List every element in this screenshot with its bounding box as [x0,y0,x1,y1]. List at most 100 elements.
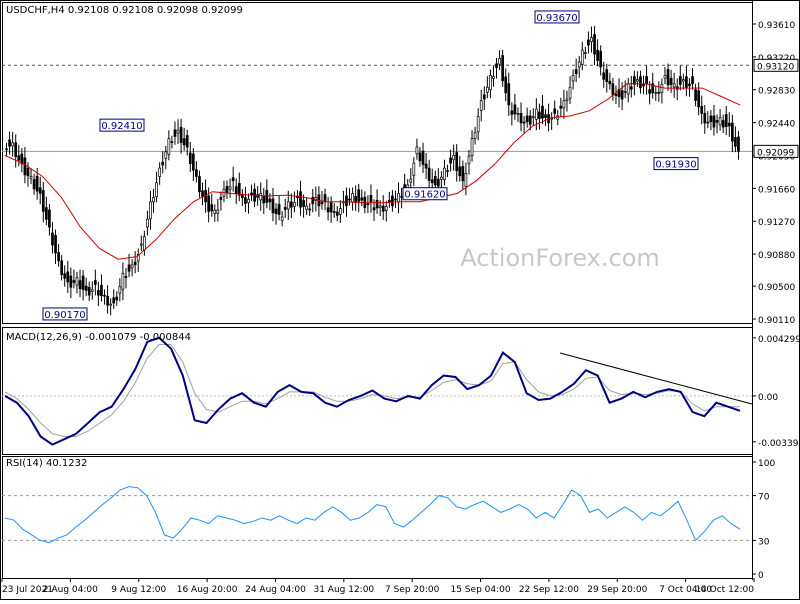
candle [461,160,465,190]
candle-body [32,179,36,190]
time-tick-label: 29 Sep 20:00 [587,585,647,595]
candle-body [602,72,606,80]
candle [54,229,57,264]
candle [130,259,134,277]
candle-body [553,108,557,114]
candle [262,187,266,214]
candle-body [718,117,722,126]
candle-body [685,76,688,89]
candle-body [14,142,18,157]
rsi-tick-label: 0 [758,571,764,581]
price-tick-label: 0.91270 [758,218,795,228]
candle-body [17,155,21,161]
candle-body [372,207,376,211]
candle [476,108,480,141]
candle-body [387,199,391,203]
candle [293,191,296,213]
candle-body [286,201,290,210]
candle [198,170,201,198]
candle-body [283,206,287,210]
time-tick-label: 24 Aug 04:00 [245,585,306,595]
candle [164,145,168,170]
candle-body [482,94,486,100]
candle-body [727,122,731,127]
candle [357,183,361,213]
candle [730,114,734,153]
candle [225,180,229,200]
candle-body [737,136,740,152]
candle [675,78,679,101]
candle-body [41,190,45,212]
candle [78,269,82,298]
candle [391,190,394,212]
candle [629,75,633,98]
candle [553,100,557,120]
candle-body [299,191,302,208]
candle-body [562,100,566,109]
candle [121,262,125,301]
resistance-price-label-text: 0.93120 [757,62,794,72]
candle [440,171,443,191]
candle-body [219,196,223,200]
annotation-box [653,157,699,171]
candle [642,75,645,95]
candle [136,248,140,272]
candle [568,76,572,105]
candle [283,198,287,218]
candle-body [366,203,370,206]
candle [332,203,336,218]
candle-body [158,167,162,177]
candle [381,195,385,220]
time-tick-label: 22 Sep 12:00 [519,585,579,595]
candle-body [424,163,428,169]
price-tick-label: 0.91660 [758,185,795,195]
candle [152,188,155,213]
candle [541,95,544,125]
candle [112,289,116,309]
candle-body [479,100,483,111]
candle-body [550,117,554,120]
candle-body [730,122,734,142]
candle [191,148,195,182]
candle [479,89,483,122]
candle [666,63,670,91]
macd-trendline [559,352,753,405]
rsi-line [4,486,741,544]
candle [216,199,220,222]
candle-body [691,76,694,85]
rsi-tick-label: 30 [758,537,770,547]
candle-body [5,148,8,151]
candle [195,161,198,183]
candle-body [700,106,704,114]
candle [691,68,694,90]
candle-body [106,295,109,306]
candle [219,191,223,211]
candle [587,31,590,54]
candle-body [54,235,57,254]
candle [605,63,609,93]
candle [424,153,428,180]
macd-tick-label: -0.003396 [758,439,800,449]
macd-panel: 0.004299 0.00 -0.003396 [2,335,800,449]
candle-body [452,155,456,161]
price-tick-label: 0.90110 [758,316,795,326]
candle [213,204,217,222]
candle-body [20,153,24,165]
candle [81,270,85,301]
candle-body [583,52,587,55]
candle-body [302,200,305,207]
candle-body [476,116,480,133]
candle [44,196,48,226]
current-price-label-box [753,144,799,158]
candle-body [271,198,275,214]
price-annotation-label: 0.92410 [99,118,145,132]
candle-body [651,83,655,94]
candle [280,211,284,227]
rsi-tick-label: 100 [758,459,775,469]
time-tick-label: 15 Sep 04:00 [451,585,511,595]
price-panel-border [2,2,753,324]
candle [608,72,612,90]
time-tick-label: 16 Aug 20:00 [177,585,238,595]
candle-body [446,170,449,173]
